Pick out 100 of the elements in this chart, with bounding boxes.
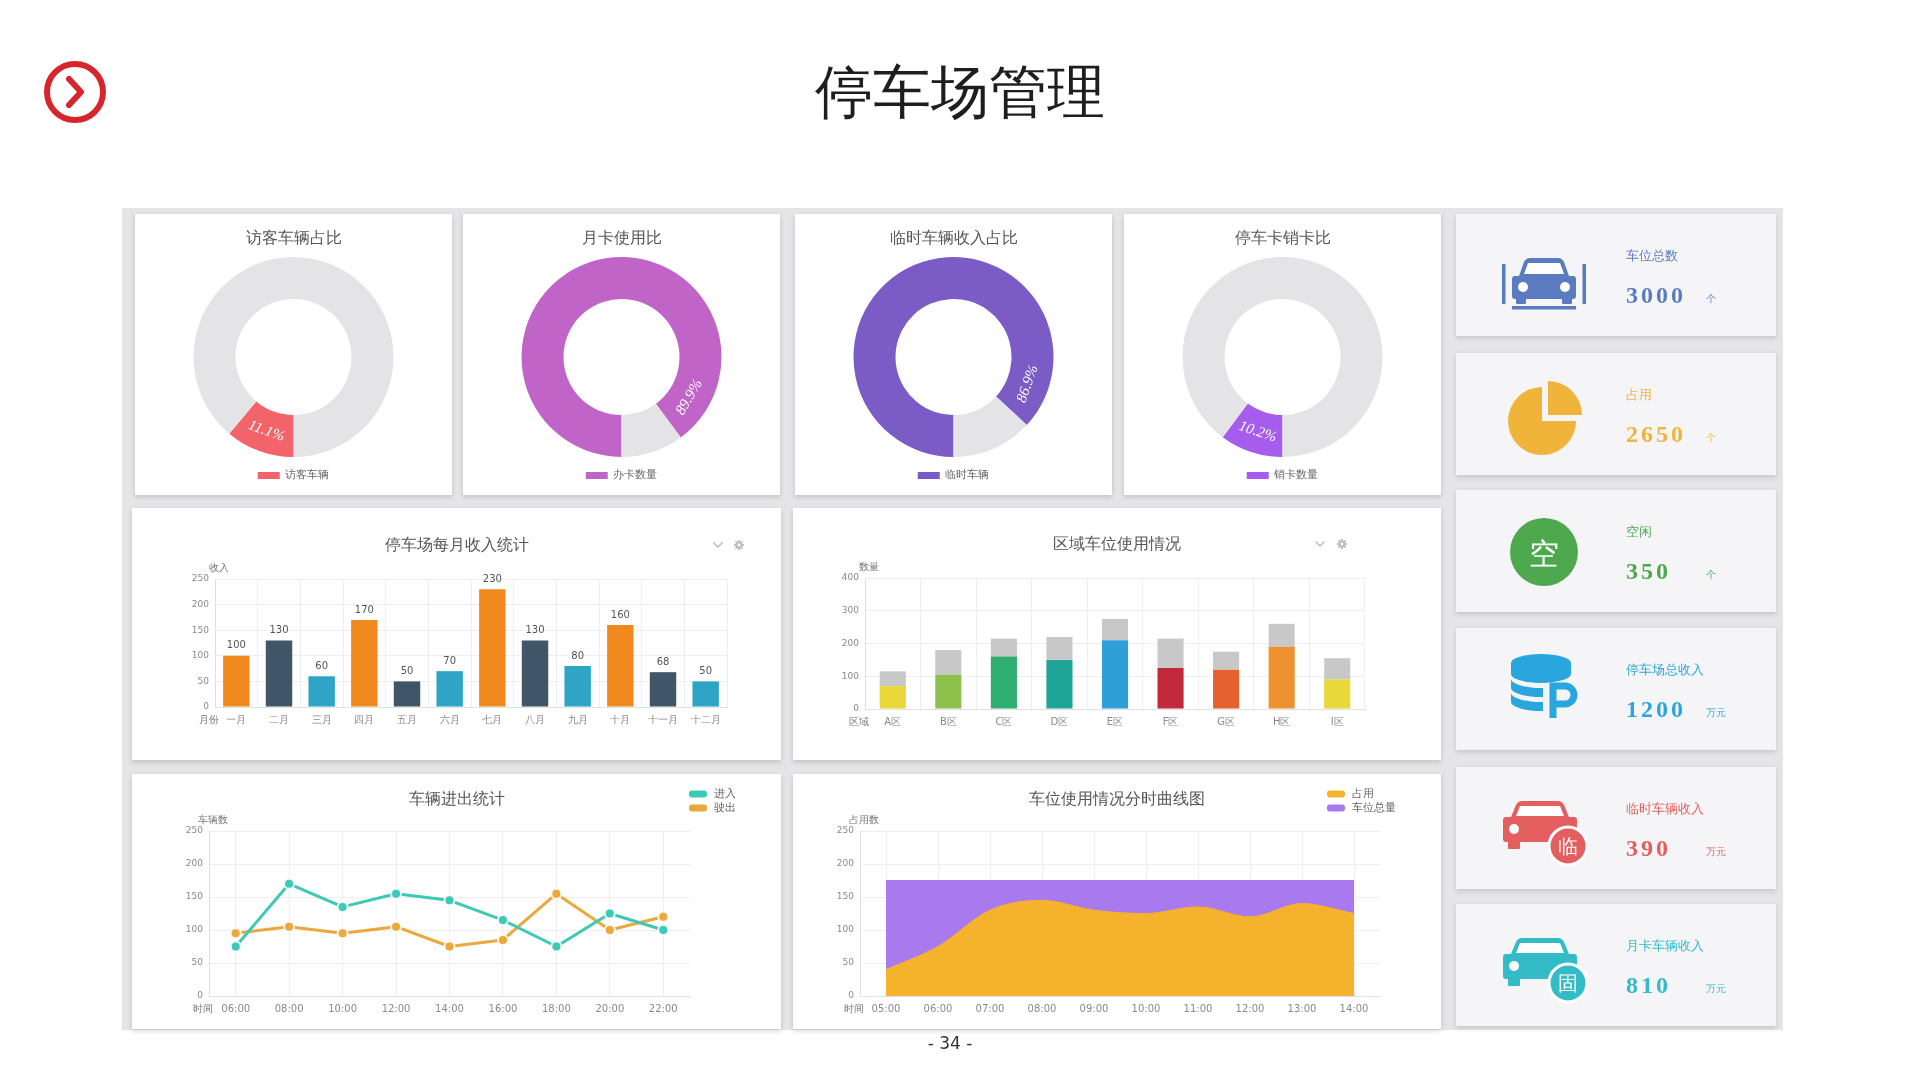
bar — [1046, 636, 1073, 660]
x-axis-title: 区域 — [849, 715, 869, 727]
x-tick-label: H区 — [1272, 715, 1291, 727]
point — [229, 940, 242, 953]
text: 个 — [1706, 432, 1716, 444]
point — [229, 927, 242, 940]
text: 万元 — [1706, 846, 1726, 858]
data-label: 170 — [354, 603, 374, 615]
bar — [223, 655, 250, 707]
y-axis-title: 车辆数 — [198, 813, 228, 825]
y-tick-label: 50 — [842, 957, 855, 968]
x-tick-label: 22:00 — [648, 1002, 678, 1014]
data-label: 350 — [1626, 558, 1671, 584]
legend-label: 车位总量 — [1352, 800, 1396, 814]
data-label: 11.1% — [246, 416, 288, 445]
x-tick-label: 10:00 — [328, 1002, 358, 1014]
y-tick-label: 100 — [841, 670, 860, 681]
bar — [436, 671, 463, 707]
x-tick-label: 六月 — [439, 713, 460, 725]
data-label: 130 — [269, 624, 289, 636]
x-tick-label: 18:00 — [541, 1002, 571, 1014]
bar — [265, 640, 293, 707]
point — [603, 924, 616, 936]
legend-label: 访客车辆 — [285, 468, 330, 482]
y-tick-label: 400 — [841, 572, 860, 583]
chart-title: 停车场每月收入统计 — [383, 535, 530, 555]
y-tick-label: 250 — [836, 825, 855, 836]
data-label: 10.2% — [1237, 417, 1279, 445]
x-axis-title: 时间 — [193, 1002, 213, 1014]
x-tick-label: 09:00 — [1079, 1002, 1109, 1014]
y-tick-label: 50 — [191, 957, 204, 968]
character-badge-icon: 空 — [1510, 518, 1578, 586]
point — [443, 894, 456, 907]
chart-title: 停车卡销卡比 — [1233, 228, 1332, 248]
y-axis-title: 收入 — [209, 561, 229, 573]
data-label: 70 — [443, 654, 457, 666]
x-tick-label: 12:00 — [1235, 1002, 1265, 1014]
chart-title: 临时车辆收入占比 — [888, 228, 1019, 248]
point — [603, 907, 616, 920]
bar — [1268, 623, 1295, 647]
x-tick-label: 14:00 — [435, 1002, 464, 1014]
x-tick-label: 十月 — [610, 713, 631, 725]
y-tick-label: 150 — [191, 624, 210, 635]
data-label: 86.9% — [1012, 362, 1041, 405]
y-tick-label: 300 — [841, 605, 860, 616]
bar — [879, 686, 906, 709]
x-tick-label: 三月 — [311, 713, 332, 725]
data-label: 60 — [315, 659, 329, 671]
bar — [479, 589, 506, 707]
x-tick-label: 九月 — [567, 713, 588, 725]
data-label: 80 — [571, 649, 585, 661]
y-axis-title: 数量 — [859, 560, 879, 572]
x-tick-label: 14:00 — [1339, 1002, 1369, 1014]
data-label: 160 — [610, 608, 630, 620]
y-tick-label: 150 — [836, 891, 855, 902]
x-tick-label: 20:00 — [595, 1002, 625, 1014]
point — [336, 900, 349, 913]
legend-label: 进入 — [714, 786, 736, 800]
y-tick-label: 0 — [853, 703, 860, 714]
point — [390, 920, 403, 933]
bar — [521, 640, 549, 707]
x-tick-label: 八月 — [525, 713, 545, 725]
bar — [1324, 679, 1351, 709]
data-label: 100 — [226, 639, 246, 651]
data-label: 230 — [482, 572, 502, 584]
point — [336, 927, 349, 940]
y-tick-label: 100 — [191, 650, 210, 661]
bar — [935, 650, 962, 675]
x-tick-label: C区 — [995, 715, 1013, 727]
text: 占用 — [1626, 386, 1652, 404]
text: - 34 - — [926, 1032, 974, 1054]
bar — [1157, 638, 1184, 669]
y-tick-label: 200 — [191, 598, 210, 609]
x-tick-label: E区 — [1106, 715, 1124, 727]
x-tick-label: I区 — [1330, 715, 1344, 727]
y-tick-label: 200 — [185, 858, 204, 869]
data-label: 68 — [656, 655, 670, 667]
text: 停车场管理 — [814, 57, 1106, 128]
point — [283, 877, 296, 890]
x-tick-label: 一月 — [226, 713, 247, 725]
data-label: 2650 — [1626, 421, 1686, 447]
y-tick-label: 200 — [841, 637, 860, 648]
x-tick-label: A区 — [884, 715, 902, 727]
legend-label: 销卡数量 — [1273, 468, 1319, 482]
chart-title: 访客车辆占比 — [244, 228, 343, 248]
bar — [990, 638, 1017, 657]
x-tick-label: 08:00 — [1027, 1002, 1057, 1014]
x-tick-label: 二月 — [269, 713, 289, 725]
text: 万元 — [1706, 983, 1726, 995]
text: 个 — [1706, 569, 1716, 581]
x-tick-label: 11:00 — [1183, 1002, 1213, 1014]
point — [283, 920, 296, 933]
x-axis-title: 时间 — [844, 1002, 864, 1014]
point — [443, 940, 456, 953]
bar — [1324, 658, 1351, 680]
chart-title: 月卡使用比 — [580, 228, 663, 248]
x-axis-title: 月份 — [199, 713, 219, 725]
point — [550, 887, 563, 900]
y-tick-label: 0 — [203, 701, 210, 712]
data-label: 810 — [1626, 972, 1671, 998]
